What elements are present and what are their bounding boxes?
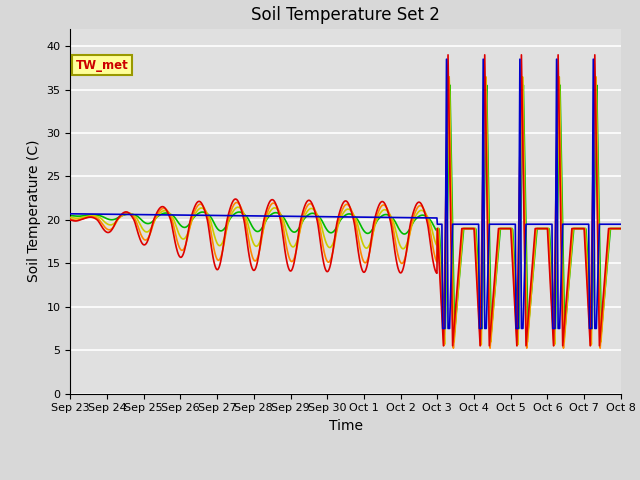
Legend: SoilT2_02, SoilT2_04, SoilT2_08, SoilT2_16, SoilT2_32: SoilT2_02, SoilT2_04, SoilT2_08, SoilT2_… — [106, 475, 585, 480]
Text: TW_met: TW_met — [76, 59, 129, 72]
Title: Soil Temperature Set 2: Soil Temperature Set 2 — [251, 6, 440, 24]
Y-axis label: Soil Temperature (C): Soil Temperature (C) — [27, 140, 41, 282]
X-axis label: Time: Time — [328, 419, 363, 433]
